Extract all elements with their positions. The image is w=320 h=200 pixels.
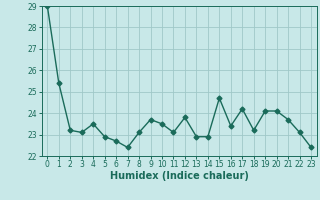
X-axis label: Humidex (Indice chaleur): Humidex (Indice chaleur) [110,171,249,181]
